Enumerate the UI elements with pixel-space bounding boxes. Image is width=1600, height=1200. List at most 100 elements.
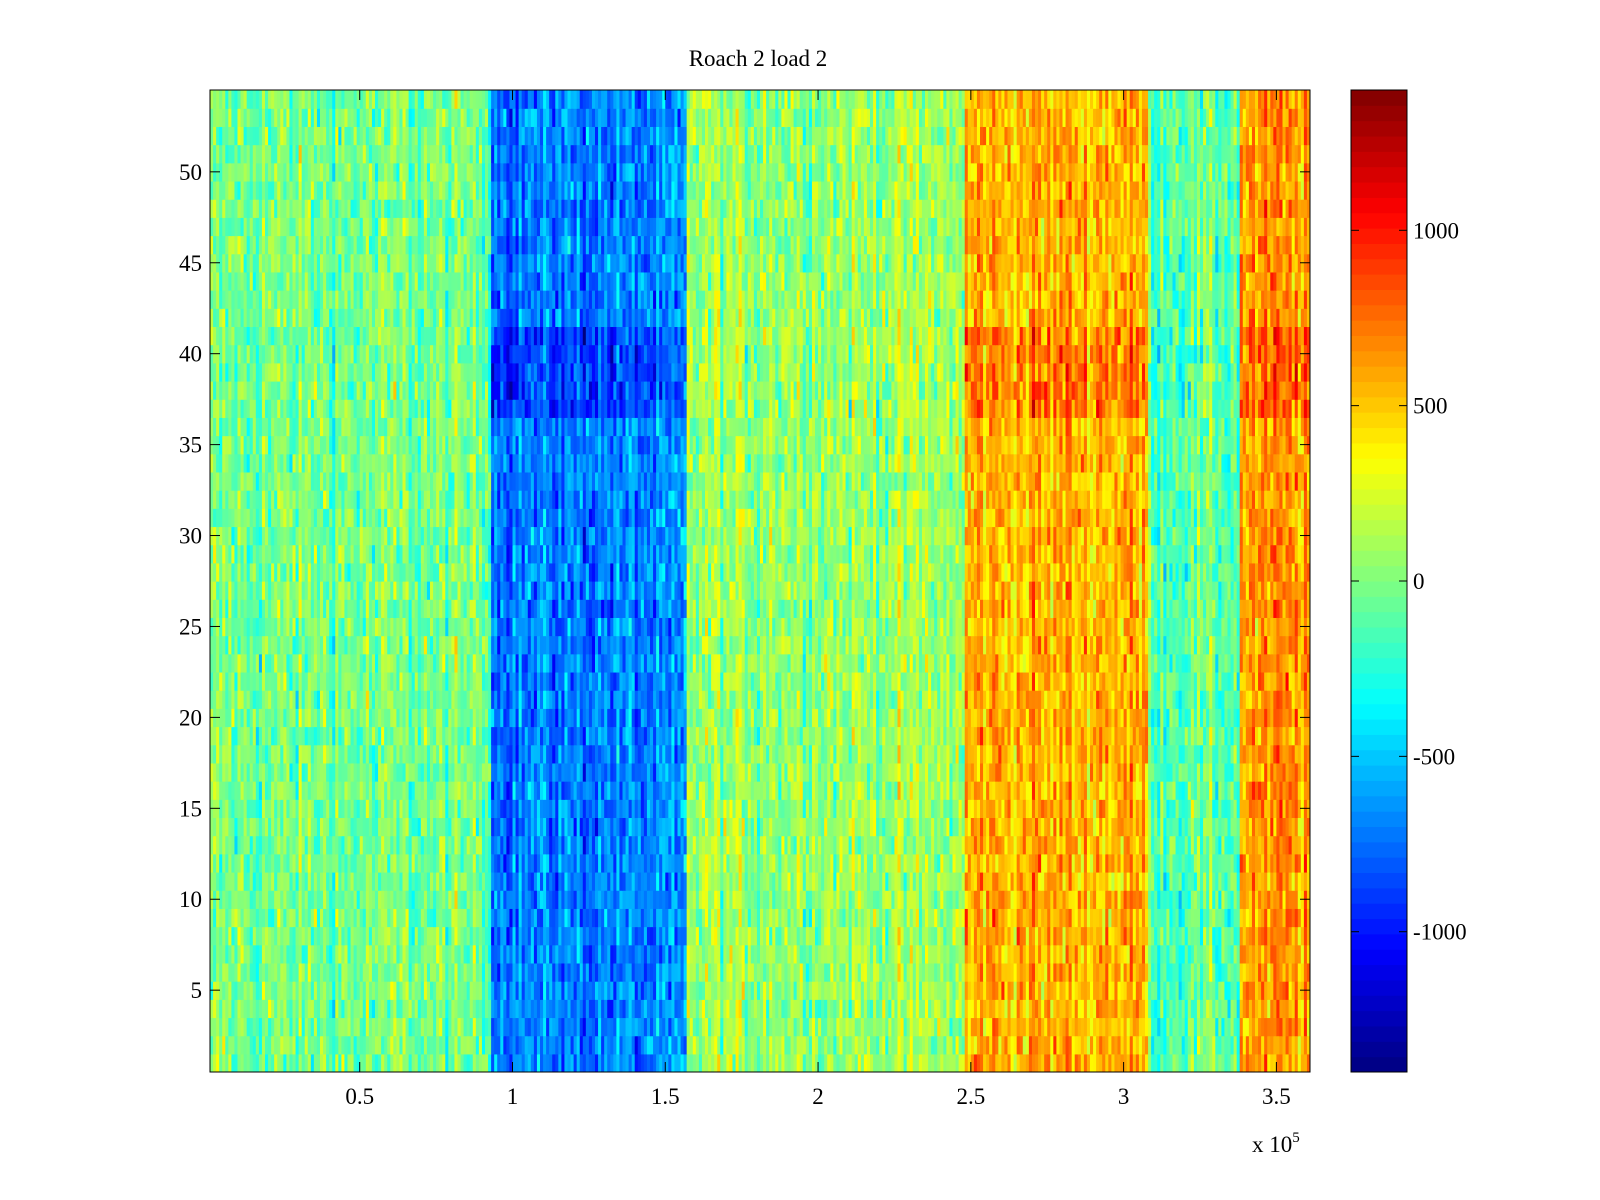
heatmap-cell <box>521 1017 526 1037</box>
heatmap-cell <box>261 853 266 873</box>
heatmap-cell <box>839 871 844 891</box>
heatmap-cell <box>769 1053 773 1072</box>
heatmap-cell <box>662 999 666 1019</box>
heatmap-cell <box>582 926 587 946</box>
heatmap-cell <box>671 890 676 909</box>
heatmap-cell <box>298 853 303 873</box>
heatmap-cell <box>787 999 792 1019</box>
heatmap-cell <box>1279 944 1284 964</box>
heatmap-cell <box>763 853 767 873</box>
heatmap-cell <box>918 999 923 1019</box>
heatmap-cell <box>848 1053 853 1072</box>
heatmap-cell <box>619 1035 624 1055</box>
heatmap-cell <box>567 908 572 928</box>
heatmap-cell <box>763 999 767 1019</box>
heatmap-cell <box>341 908 346 928</box>
heatmap-cell <box>711 908 715 928</box>
heatmap-cell <box>882 871 886 891</box>
heatmap-cell <box>258 1017 263 1037</box>
heatmap-cell <box>1288 962 1293 982</box>
heatmap-cell <box>925 962 929 982</box>
heatmap-cell <box>775 1035 779 1055</box>
heatmap-cell <box>433 962 437 982</box>
heatmap-cell <box>1255 981 1259 1000</box>
heatmap-cell <box>1218 908 1222 928</box>
heatmap-cell <box>1154 1035 1158 1055</box>
heatmap-cell <box>570 908 575 928</box>
heatmap-cell <box>983 999 987 1019</box>
heatmap-cell <box>472 944 477 964</box>
heatmap-cell <box>793 981 798 1000</box>
heatmap-cell <box>836 1053 841 1072</box>
heatmap-cell <box>350 944 355 964</box>
heatmap-cell <box>378 1053 382 1072</box>
heatmap-cell <box>485 999 489 1019</box>
heatmap-cell <box>787 1035 792 1055</box>
heatmap-cell <box>1074 981 1079 1000</box>
heatmap-cell <box>787 1053 792 1072</box>
heatmap-cell <box>338 853 342 873</box>
heatmap-cell <box>316 944 321 964</box>
heatmap-cell <box>274 890 278 909</box>
chart-title: Roach 2 load 2 <box>689 46 828 71</box>
heatmap-cell <box>900 1053 905 1072</box>
heatmap-cell <box>509 890 514 909</box>
heatmap-cell <box>546 1017 550 1037</box>
heatmap-cell <box>1129 1035 1134 1055</box>
heatmap-cell <box>1083 1053 1088 1072</box>
heatmap-cell <box>598 981 602 1000</box>
heatmap-cell <box>286 871 291 891</box>
heatmap-cell <box>903 926 908 946</box>
heatmap-cell <box>585 1035 590 1055</box>
heatmap-cell <box>521 1053 526 1072</box>
heatmap-cell <box>1028 908 1033 928</box>
heatmap-cell <box>1196 962 1201 982</box>
heatmap-cell <box>989 981 993 1000</box>
heatmap-cell <box>885 962 889 982</box>
heatmap-cell <box>790 871 795 891</box>
heatmap-cell <box>643 853 648 873</box>
heatmap-cell <box>488 1035 492 1055</box>
heatmap-cell <box>1132 1017 1137 1037</box>
heatmap-cell <box>967 1053 972 1072</box>
heatmap-cell <box>769 1035 773 1055</box>
heatmap-cell <box>512 1053 517 1072</box>
heatmap-cell <box>995 944 999 964</box>
heatmap-cell <box>750 962 755 982</box>
heatmap-cell <box>998 981 1002 1000</box>
heatmap-cell <box>289 1017 294 1037</box>
heatmap-cell <box>246 1035 251 1055</box>
heatmap-cell <box>488 1017 492 1037</box>
heatmap-cell <box>836 981 841 1000</box>
heatmap-cell <box>219 999 223 1019</box>
heatmap-cell <box>653 962 657 982</box>
heatmap-cell <box>1059 981 1064 1000</box>
heatmap-cell <box>976 890 981 909</box>
heatmap-cell <box>622 908 627 928</box>
heatmap-cell <box>1294 981 1299 1000</box>
heatmap-cell <box>475 926 480 946</box>
heatmap-cell <box>530 926 535 946</box>
heatmap-cell <box>689 999 694 1019</box>
heatmap-cell <box>527 1053 532 1072</box>
heatmap-cell <box>326 890 330 909</box>
heatmap-cell <box>249 999 254 1019</box>
heatmap-cell <box>750 871 755 891</box>
heatmap-cell <box>811 999 816 1019</box>
heatmap-cell <box>338 999 342 1019</box>
heatmap-cell <box>1025 926 1030 946</box>
heatmap-cell <box>1279 890 1284 909</box>
heatmap-cell <box>512 962 517 982</box>
heatmap-cell <box>561 999 566 1019</box>
heatmap-cell <box>701 1035 706 1055</box>
heatmap-cell <box>567 853 572 873</box>
heatmap-cell <box>732 908 737 928</box>
heatmap-cell <box>1141 1017 1146 1037</box>
heatmap-cell <box>650 926 654 946</box>
heatmap-cell <box>686 890 691 909</box>
heatmap-cell <box>995 1053 999 1072</box>
heatmap-cell <box>1261 1035 1265 1055</box>
heatmap-cell <box>738 981 743 1000</box>
heatmap-cell <box>1157 962 1161 982</box>
heatmap-cell <box>1163 890 1167 909</box>
